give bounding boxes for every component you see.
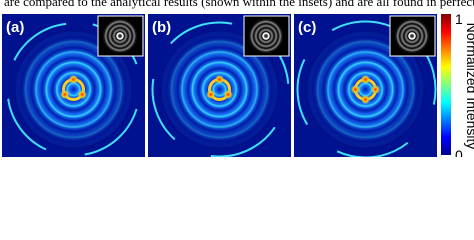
outer-arc (84, 108, 138, 156)
hot-spot (77, 89, 88, 100)
hot-spot (360, 74, 371, 85)
panel: (b) (148, 14, 291, 157)
hot-spot (68, 74, 79, 85)
inset-rings (395, 19, 429, 53)
inset-center (116, 32, 124, 40)
inset-rings (249, 19, 283, 53)
panel-label: (b) (152, 19, 171, 36)
ring-fade (13, 29, 134, 150)
hot-spot (223, 89, 234, 100)
hot-spot (350, 84, 361, 95)
panel: (c) (294, 14, 437, 157)
panel-label: (a) (6, 19, 24, 36)
caption-fragment: are compared to the analytical results (… (4, 0, 474, 9)
panels: (a) (b) (c) (2, 14, 437, 157)
hot-spot (214, 74, 225, 85)
inset-center (262, 32, 270, 40)
outer-arc (336, 141, 409, 157)
colorbar-min: 0 (455, 147, 463, 157)
ring-fade (305, 29, 426, 150)
inset-center (408, 32, 416, 40)
outer-arc (170, 21, 233, 45)
panel-label: (c) (298, 19, 316, 36)
hot-spot (360, 94, 371, 105)
ring-fade (159, 29, 280, 150)
hot-spot (59, 89, 70, 100)
hot-spot (370, 84, 381, 95)
hot-spot (205, 89, 216, 100)
outer-arc (210, 126, 276, 157)
outer-arc (151, 78, 176, 141)
outer-arc (7, 98, 47, 151)
figure: are compared to the analytical results (… (2, 0, 474, 157)
outer-arc (296, 58, 309, 126)
panel: (a) (2, 14, 145, 157)
colorbar-max: 1 (455, 11, 463, 27)
inset-rings (103, 19, 137, 53)
page: {"caption_fragment": "are compared to th… (0, 0, 474, 157)
colorbar-title: Normalized Intensity (464, 23, 474, 150)
colorbar (441, 14, 451, 155)
outer-arc (13, 22, 67, 61)
